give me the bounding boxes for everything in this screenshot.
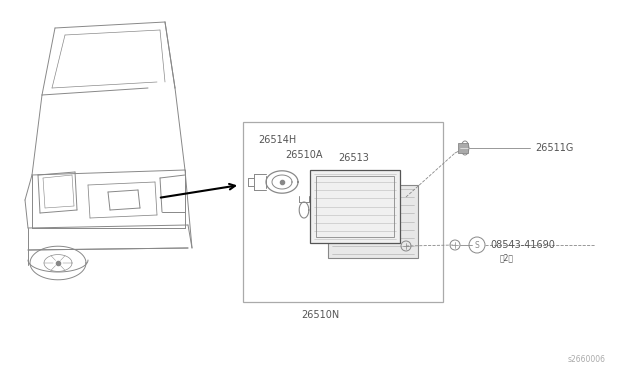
Text: s2660006: s2660006 [568, 356, 606, 365]
Text: S: S [475, 241, 479, 250]
Text: 26514H: 26514H [258, 135, 296, 145]
Text: 26513: 26513 [338, 153, 369, 163]
Bar [458, 143, 468, 153]
Text: 26511G: 26511G [535, 143, 573, 153]
Text: 08543-41690: 08543-41690 [490, 240, 555, 250]
Bar [243, 122, 443, 302]
Text: （2）: （2） [500, 253, 514, 263]
Bar [316, 176, 394, 237]
Bar [328, 185, 418, 258]
Bar [310, 170, 400, 243]
Text: 26510N: 26510N [301, 310, 339, 320]
Text: 26510A: 26510A [285, 150, 323, 160]
